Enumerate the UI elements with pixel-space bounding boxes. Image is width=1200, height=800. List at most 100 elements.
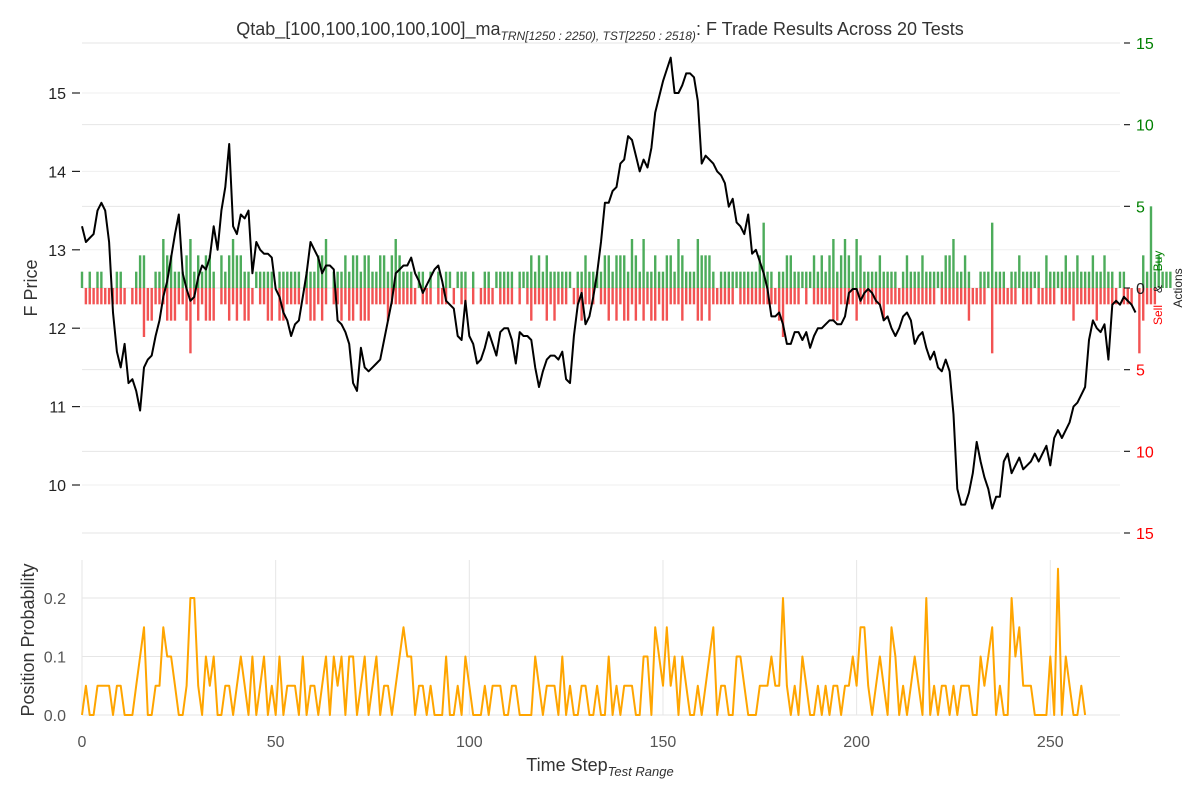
sell-bar: [115, 288, 119, 305]
buy-bar: [317, 255, 320, 288]
buy-bar: [580, 271, 583, 288]
buy-bar: [487, 271, 490, 288]
sell-bar: [348, 288, 351, 321]
buy-bar: [444, 271, 448, 288]
sell-bar: [367, 288, 370, 321]
sell-bar: [708, 288, 711, 321]
buy-bar: [537, 255, 541, 288]
sell-bar: [150, 288, 153, 321]
sell-bar: [227, 288, 231, 321]
sell-bar: [688, 288, 692, 305]
price-tick-label: 10: [48, 478, 66, 495]
sell-bar: [355, 288, 359, 305]
buy-bar: [595, 271, 599, 288]
sell-bar: [685, 288, 688, 305]
buy-bar: [456, 271, 459, 288]
actions-axis-ticks: 15 10 5 0 5 10 15: [1124, 36, 1154, 543]
sell-bar: [750, 288, 754, 305]
sell-bar: [1107, 288, 1110, 305]
buy-bar: [1118, 271, 1122, 288]
buy-bar: [448, 271, 452, 288]
buy-bar: [1025, 271, 1029, 288]
buy-bar: [824, 271, 827, 288]
sell-bar: [1114, 288, 1118, 305]
sell-bar: [88, 288, 91, 305]
sell-bar: [487, 288, 490, 305]
buy-bar: [506, 271, 510, 288]
sell-bar: [359, 288, 363, 321]
sell-bar: [471, 288, 475, 305]
buy-bar: [832, 239, 835, 288]
sell-bar: [1025, 288, 1029, 305]
sell-bar: [406, 288, 409, 305]
sell-bar: [576, 288, 579, 305]
buy-bar: [851, 271, 854, 288]
sell-bar: [1130, 288, 1133, 305]
sell-bar: [208, 288, 212, 321]
sell-bar: [324, 288, 328, 305]
sell-bar: [998, 288, 1002, 305]
sell-bar: [898, 288, 901, 305]
buy-bar: [685, 271, 688, 288]
buy-bar: [557, 271, 560, 288]
sell-bar: [777, 288, 781, 321]
chart-title-prefix: Qtab_[100,100,100,100,100]_ma: [236, 19, 501, 40]
buy-bar: [1111, 271, 1114, 288]
buy-bar: [196, 255, 200, 288]
sell-bar: [785, 288, 789, 305]
buy-bar: [309, 271, 312, 288]
sell-bar: [173, 288, 177, 321]
buy-bar: [994, 271, 998, 288]
action-tick-label: 15: [1136, 526, 1154, 543]
sell-bar: [599, 288, 603, 305]
sell-bar: [646, 288, 649, 305]
buy-bar: [894, 271, 897, 288]
sell-bar: [638, 288, 641, 305]
sell-bar: [235, 288, 239, 321]
buy-bar: [289, 271, 293, 288]
buy-bar: [355, 255, 359, 288]
x-tick-label: 250: [1037, 734, 1064, 751]
buy-bar: [650, 271, 653, 288]
sell-bar: [84, 288, 88, 305]
buy-bar: [646, 271, 649, 288]
buy-bar: [673, 271, 676, 288]
sell-bar: [789, 288, 792, 305]
probability-tick-label: 0.0: [44, 708, 66, 725]
sell-bar: [332, 288, 335, 305]
sell-bar: [181, 288, 184, 305]
buy-bar: [297, 271, 301, 288]
buy-bar: [1049, 271, 1052, 288]
buy-bar: [634, 255, 638, 288]
sell-bar: [630, 288, 634, 305]
sell-bar: [967, 288, 971, 321]
buy-bar: [731, 271, 734, 288]
buy-bar: [471, 271, 475, 288]
buy-bar: [878, 255, 882, 288]
sell-bar: [224, 288, 227, 305]
sell-bar: [1002, 288, 1006, 305]
sell-bar: [564, 288, 568, 305]
x-axis-label-sub: Test Range: [608, 764, 674, 779]
sell-bar: [239, 288, 242, 305]
buy-bar: [220, 255, 223, 288]
buy-bar: [135, 271, 138, 288]
sell-bar: [677, 288, 680, 305]
buy-bar: [619, 255, 622, 288]
sell-bar: [882, 288, 885, 321]
buy-bar: [630, 239, 634, 288]
sell-bar: [421, 288, 425, 305]
buy-bar: [836, 271, 839, 288]
sell-bar: [177, 288, 181, 305]
buy-bar: [522, 271, 525, 288]
sell-bar: [611, 288, 614, 305]
sell-bar: [839, 288, 843, 305]
buy-bar: [208, 255, 212, 288]
sell-bar: [549, 288, 552, 305]
buy-bar: [247, 271, 250, 288]
sell-bar: [774, 288, 777, 305]
buy-bar: [1080, 271, 1083, 288]
buy-bar: [1060, 271, 1064, 288]
sell-bar: [650, 288, 653, 321]
buy-bar: [669, 255, 672, 288]
